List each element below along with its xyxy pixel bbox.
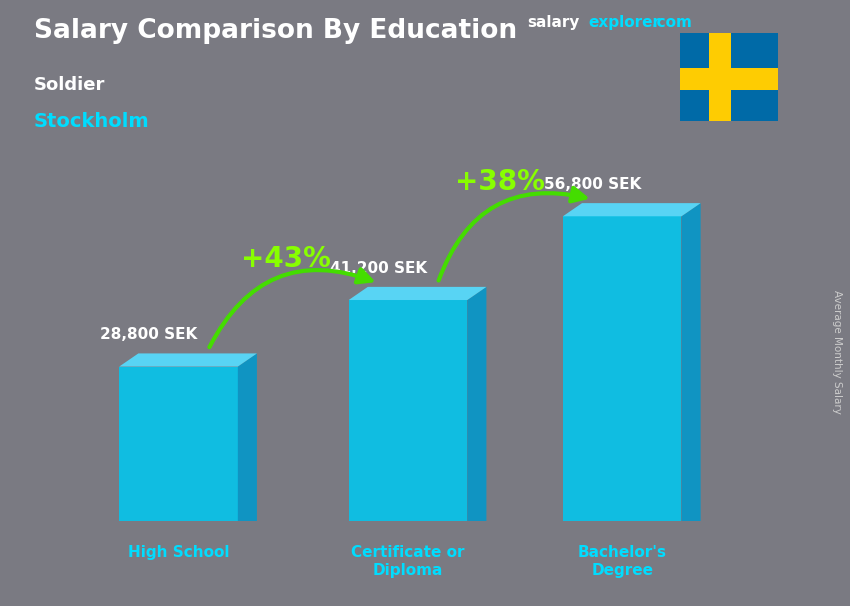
Polygon shape bbox=[348, 287, 486, 300]
Polygon shape bbox=[680, 68, 778, 90]
Text: Stockholm: Stockholm bbox=[34, 112, 150, 131]
Polygon shape bbox=[468, 287, 486, 521]
Text: +38%: +38% bbox=[455, 168, 545, 196]
Polygon shape bbox=[709, 33, 731, 121]
Text: .com: .com bbox=[652, 15, 693, 30]
Text: Salary Comparison By Education: Salary Comparison By Education bbox=[34, 18, 517, 44]
Text: 56,800 SEK: 56,800 SEK bbox=[544, 177, 641, 192]
Text: 28,800 SEK: 28,800 SEK bbox=[100, 327, 197, 342]
Text: +43%: +43% bbox=[241, 245, 331, 273]
Text: Certificate or
Diploma: Certificate or Diploma bbox=[351, 545, 465, 578]
Text: Soldier: Soldier bbox=[34, 76, 105, 94]
Polygon shape bbox=[119, 353, 257, 367]
Polygon shape bbox=[682, 203, 700, 521]
Text: salary: salary bbox=[527, 15, 580, 30]
Text: Average Monthly Salary: Average Monthly Salary bbox=[832, 290, 842, 413]
Polygon shape bbox=[348, 300, 468, 521]
Polygon shape bbox=[238, 353, 257, 521]
Polygon shape bbox=[680, 33, 778, 121]
Text: explorer: explorer bbox=[588, 15, 660, 30]
Text: Bachelor's
Degree: Bachelor's Degree bbox=[578, 545, 666, 578]
Polygon shape bbox=[563, 216, 682, 521]
Text: High School: High School bbox=[128, 545, 230, 561]
Text: 41,200 SEK: 41,200 SEK bbox=[330, 261, 427, 276]
Polygon shape bbox=[563, 203, 700, 216]
Polygon shape bbox=[119, 367, 238, 521]
